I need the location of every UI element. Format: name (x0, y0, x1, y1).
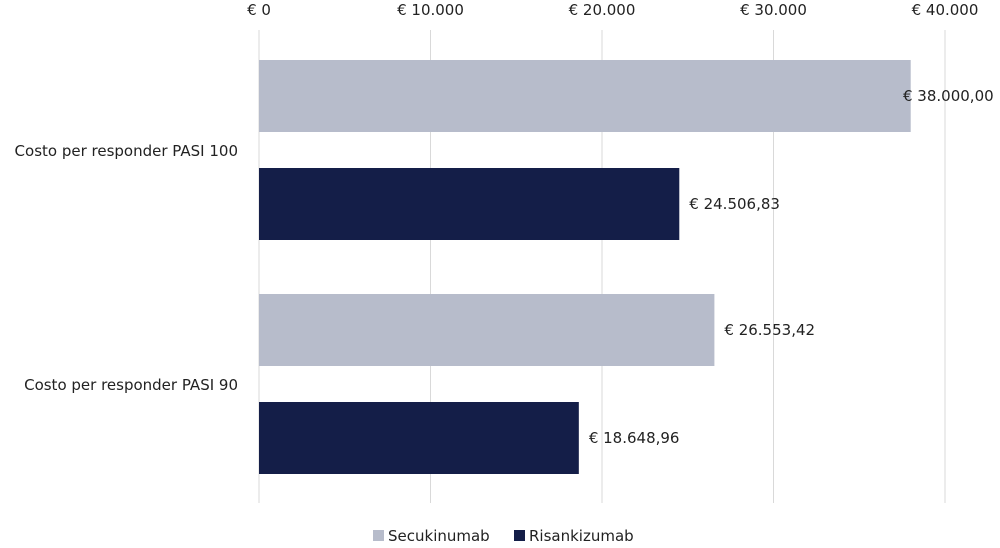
bar-risankizumab (259, 402, 579, 474)
x-tick-label: € 30.000 (740, 1, 807, 19)
legend: Secukinumab Risankizumab (373, 527, 634, 545)
bar-risankizumab (259, 168, 680, 240)
data-label: € 38.000,00 (903, 87, 994, 105)
x-tick-label: € 0 (247, 1, 271, 19)
x-tick-label: € 10.000 (397, 1, 464, 19)
x-tick-label: € 40.000 (912, 1, 979, 19)
bar-secukinumab (259, 60, 911, 132)
bars (259, 60, 911, 474)
legend-swatch-risankizumab (514, 530, 525, 541)
bar-secukinumab (259, 294, 715, 366)
legend-label: Risankizumab (529, 527, 634, 545)
data-label: € 18.648,96 (589, 429, 680, 447)
x-tick-label: € 20.000 (569, 1, 636, 19)
category-label: Costo per responder PASI 100 (15, 142, 238, 160)
category-label: Costo per responder PASI 90 (24, 376, 238, 394)
category-labels: Costo per responder PASI 100 Costo per re… (15, 142, 238, 394)
legend-label: Secukinumab (388, 527, 490, 545)
data-labels: € 38.000,00 € 24.506,83 € 26.553,42 € 18.64… (589, 87, 994, 447)
data-label: € 24.506,83 (689, 195, 780, 213)
legend-swatch-secukinumab (373, 530, 384, 541)
x-axis-tick-labels: € 0 € 10.000 € 20.000 € 30.000 € 40.000 (247, 1, 978, 19)
data-label: € 26.553,42 (724, 321, 815, 339)
